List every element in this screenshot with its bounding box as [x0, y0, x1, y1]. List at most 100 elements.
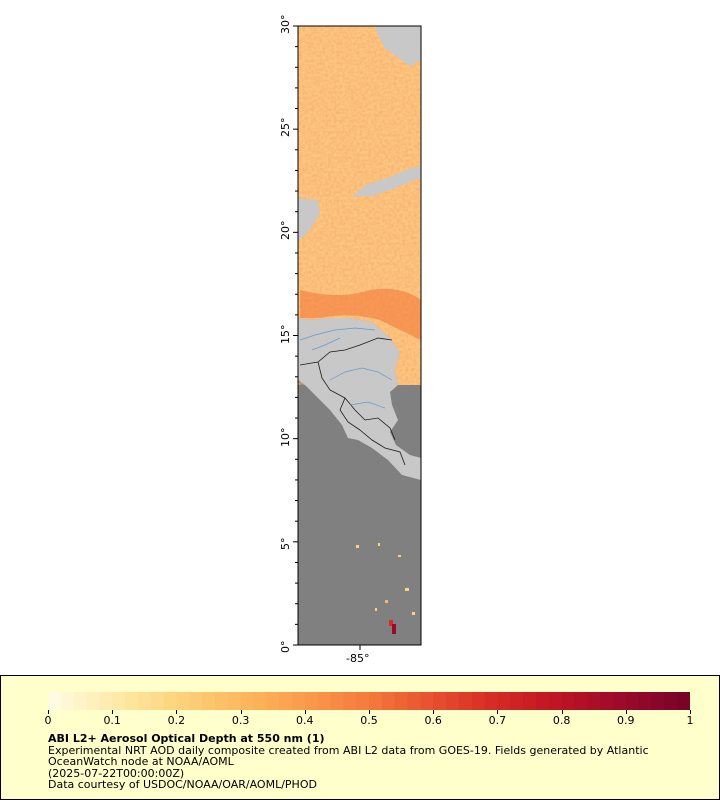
colorbar-swatch [150, 692, 165, 710]
aod-map[interactable] [0, 0, 720, 672]
colorbar-tick [497, 710, 499, 714]
aod-speck [375, 608, 377, 611]
colorbar-tick [369, 710, 370, 714]
legend-text: ABI L2+ Aerosol Optical Depth at 550 nm … [48, 733, 688, 791]
land-florida-gulf-coast [375, 26, 421, 66]
colorbar-swatch [240, 692, 254, 710]
colorbar-swatch [664, 692, 678, 710]
lat-label: 20° [279, 220, 292, 241]
aod-high-speck [389, 620, 393, 626]
lat-label: 10° [279, 427, 292, 447]
colorbar-swatch [73, 692, 88, 710]
legend-date: (2025-07-22T00:00:00Z) [48, 766, 185, 780]
colorbar-swatch [356, 692, 370, 710]
colorbar-tick-label: 0.2 [167, 714, 186, 727]
lat-label: 15° [279, 324, 292, 344]
colorbar-tick [304, 710, 306, 714]
colorbar-tick [48, 710, 49, 714]
country-borders [299, 337, 406, 466]
colorbar-tick-label: 0.3 [231, 714, 250, 727]
aod-high-speck [392, 624, 396, 634]
lat-ticks [293, 25, 298, 646]
legend-title: ABI L2+ Aerosol Optical Depth at 550 nm … [48, 732, 325, 745]
colorbar-swatch [317, 692, 331, 710]
colorbar-swatch [343, 692, 357, 710]
colorbar-swatch [561, 692, 575, 710]
colorbar-tick-label: 0.1 [103, 714, 121, 727]
colorbar-swatch [253, 692, 267, 710]
colorbar-tick-label: 0 [44, 714, 52, 727]
colorbar-swatch [202, 692, 216, 710]
colorbar-tick [690, 710, 691, 714]
colorbar-swatch [548, 692, 563, 710]
colorbar-swatch [651, 692, 665, 710]
colorbar-tick [561, 710, 563, 714]
colorbar-tick [176, 710, 178, 714]
colorbar-swatch [612, 692, 627, 710]
legend-panel: 0 0.1 0.2 0.3 0.4 0.5 0.6 0.7 0.8 0.9 1 ABI L2+ Ae… [0, 675, 720, 800]
colorbar-swatch [304, 692, 319, 710]
colorbar-swatch [214, 692, 229, 710]
colorbar-swatch [574, 692, 588, 710]
colorbar-swatch [433, 692, 447, 710]
colorbar-tick [433, 710, 435, 714]
aod-speck [412, 612, 415, 615]
aod-speck [405, 588, 409, 591]
aod-speck [378, 543, 380, 546]
colorbar-tick-label: 0.7 [488, 714, 507, 727]
colorbar [48, 692, 690, 710]
colorbar-tick-label: 0.9 [617, 714, 635, 727]
colorbar-swatch [420, 692, 434, 710]
colorbar-tick-label: 0.6 [424, 714, 442, 727]
colorbar-swatch [381, 692, 396, 710]
land-yucatan [298, 198, 320, 240]
lon-label: -85° [346, 652, 370, 665]
lat-label: 30° [279, 14, 292, 35]
colorbar-swatch [176, 692, 190, 710]
colorbar-swatch [394, 692, 409, 710]
colorbar-tick-label: 1 [686, 714, 694, 727]
colorbar-swatch [291, 692, 306, 710]
colorbar-tick [240, 710, 242, 714]
colorbar-swatch [523, 692, 537, 710]
colorbar-swatch [407, 692, 421, 710]
colorbar-swatch [484, 692, 498, 710]
colorbar-swatch [48, 692, 62, 710]
colorbar-swatch [600, 692, 614, 710]
colorbar-tick [625, 710, 627, 714]
colorbar-swatch [330, 692, 344, 710]
colorbar-swatch [86, 692, 100, 710]
colorbar-swatch [471, 692, 486, 710]
colorbar-swatch [266, 692, 280, 710]
colorbar-swatch [458, 692, 473, 710]
lat-label: 0° [279, 640, 292, 654]
colorbar-swatch [638, 692, 652, 710]
colorbar-tick [112, 710, 114, 714]
lat-label: 5° [279, 537, 292, 550]
lat-label: 25° [279, 117, 292, 138]
colorbar-tick-label: 0.5 [360, 714, 378, 727]
colorbar-swatch [510, 692, 524, 710]
colorbar-swatch [369, 692, 383, 710]
map-frame-content [298, 26, 421, 645]
aod-speck [356, 545, 359, 548]
land-cuba [352, 166, 421, 196]
colorbar-tick-label: 0.4 [296, 714, 314, 727]
map-area: 0° 5° 10° 15° 20° 25° 30° -85° [0, 0, 720, 672]
aod-speck [385, 600, 388, 603]
colorbar-swatch [137, 692, 152, 710]
colorbar-swatch [587, 692, 601, 710]
aod-high-plume [300, 288, 421, 340]
legend-description: Experimental NRT AOD daily composite cre… [48, 743, 649, 768]
colorbar-swatch [227, 692, 242, 710]
colorbar-swatch [112, 692, 126, 710]
colorbar-swatch [125, 692, 139, 710]
land-central-america [298, 318, 421, 480]
colorbar-tick-label: 0.8 [552, 714, 571, 727]
colorbar-swatch [189, 692, 203, 710]
aod-speck [398, 555, 401, 557]
colorbar-swatch [99, 692, 113, 710]
legend-credit: Data courtesy of USDOC/NOAA/OAR/AOML/PHO… [48, 778, 317, 791]
colorbar-swatch [60, 692, 75, 710]
colorbar-swatch [625, 692, 640, 710]
